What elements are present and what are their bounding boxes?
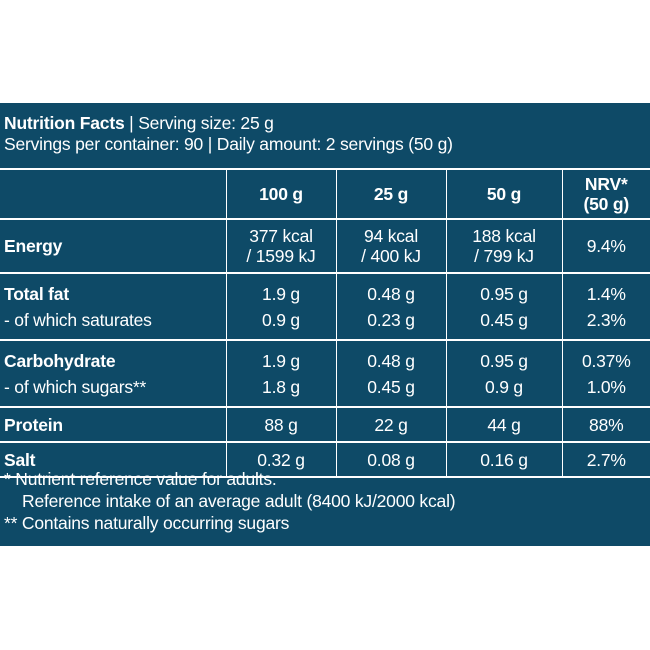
value-50g: 0.9 g: [445, 373, 562, 407]
value-25g: 0.45 g: [335, 373, 446, 407]
value-25g-kcal: 94 kcal: [363, 226, 419, 246]
footnote-nrv: * Nutrient reference value for adults.: [4, 469, 277, 489]
value-100g: 0.9 g: [225, 306, 336, 340]
value-nrv: 0.37%: [561, 339, 650, 373]
value-100g: 1.9 g: [225, 272, 336, 306]
table-row: - of which saturates 0.9 g 0.23 g 0.45 g…: [0, 306, 650, 340]
nutrition-header: Nutrition Facts | Serving size: 25 g Ser…: [4, 113, 644, 155]
value-25g: 94 kcal / 400 kJ: [335, 218, 446, 273]
value-nrv: 9.4%: [561, 218, 650, 273]
column-header-100g: 100 g: [225, 168, 336, 219]
value-50g: 0.95 g: [445, 272, 562, 306]
nutrient-label: Carbohydrate: [0, 339, 226, 373]
servings-per-container: Servings per container: 90 | Daily amoun…: [4, 134, 453, 154]
table-row: Protein 88 g 22 g 44 g 88%: [0, 406, 650, 442]
nutrient-label: Salt: [0, 441, 226, 478]
value-25g: 0.08 g: [335, 441, 446, 478]
nutrient-sublabel: - of which saturates: [4, 310, 152, 330]
table-row: Salt 0.32 g 0.08 g 0.16 g 2.7%: [0, 441, 650, 478]
value-100g: 377 kcal / 1599 kJ: [225, 218, 336, 273]
column-header-25g: 25 g: [335, 168, 446, 219]
nutrient-label: Protein: [0, 406, 226, 442]
value-25g: 22 g: [335, 406, 446, 442]
nutrition-table: 100 g 25 g 50 g NRV* (50 g) Energy 377 k…: [0, 168, 650, 478]
value-100g: 1.9 g: [225, 339, 336, 373]
value-nrv: 88%: [561, 406, 650, 442]
value-100g-kcal: 377 kcal: [249, 226, 313, 246]
value-100g-kj: / 1599 kJ: [246, 246, 316, 266]
value-100g: 88 g: [225, 406, 336, 442]
value-nrv: 2.3%: [561, 306, 650, 340]
value-50g-kcal: 188 kcal: [472, 226, 536, 246]
nrv-header-line-2: (50 g): [583, 194, 630, 214]
header-line-1: Nutrition Facts | Serving size: 25 g: [4, 113, 644, 134]
value-nrv: 1.0%: [561, 373, 650, 407]
header-blank-cell: [0, 168, 226, 219]
value-25g: 0.23 g: [335, 306, 446, 340]
value-50g: 0.95 g: [445, 339, 562, 373]
value-50g-kj: / 799 kJ: [474, 246, 534, 266]
value-50g: 0.45 g: [445, 306, 562, 340]
nutrient-label: Total fat: [0, 272, 226, 306]
nutrition-facts-panel: Nutrition Facts | Serving size: 25 g Ser…: [0, 103, 650, 546]
table-row: - of which sugars** 1.8 g 0.45 g 0.9 g 1…: [0, 373, 650, 407]
value-25g: 0.48 g: [335, 339, 446, 373]
table-row: Energy 377 kcal / 1599 kJ 94 kcal / 400 …: [0, 218, 650, 273]
value-25g: 0.48 g: [335, 272, 446, 306]
nutrient-sublabel: - of which sugars**: [4, 377, 147, 397]
table-row: Carbohydrate 1.9 g 0.48 g 0.95 g 0.37%: [0, 339, 650, 373]
footnote-sugars: ** Contains naturally occurring sugars: [4, 513, 290, 533]
footnote-reference-intake: Reference intake of an average adult (84…: [22, 491, 456, 511]
value-nrv: 1.4%: [561, 272, 650, 306]
table-row: Total fat 1.9 g 0.48 g 0.95 g 1.4%: [0, 272, 650, 306]
footnotes: * Nutrient reference value for adults. R…: [4, 468, 456, 534]
value-25g-kj: / 400 kJ: [361, 246, 421, 266]
nrv-header-line-1: NRV*: [584, 174, 628, 194]
column-header-nrv: NRV* (50 g): [561, 168, 650, 219]
nutrition-title: Nutrition Facts: [4, 113, 125, 133]
value-50g: 0.16 g: [445, 441, 562, 478]
value-50g: 44 g: [445, 406, 562, 442]
column-header-row: 100 g 25 g 50 g NRV* (50 g): [0, 168, 650, 219]
nutrient-label: Energy: [0, 218, 226, 273]
value-50g: 188 kcal / 799 kJ: [445, 218, 562, 273]
header-separator: |: [129, 113, 134, 133]
value-100g: 0.32 g: [225, 441, 336, 478]
value-nrv: 2.7%: [561, 441, 650, 478]
value-100g: 1.8 g: [225, 373, 336, 407]
serving-size: Serving size: 25 g: [138, 113, 274, 133]
column-header-50g: 50 g: [445, 168, 562, 219]
